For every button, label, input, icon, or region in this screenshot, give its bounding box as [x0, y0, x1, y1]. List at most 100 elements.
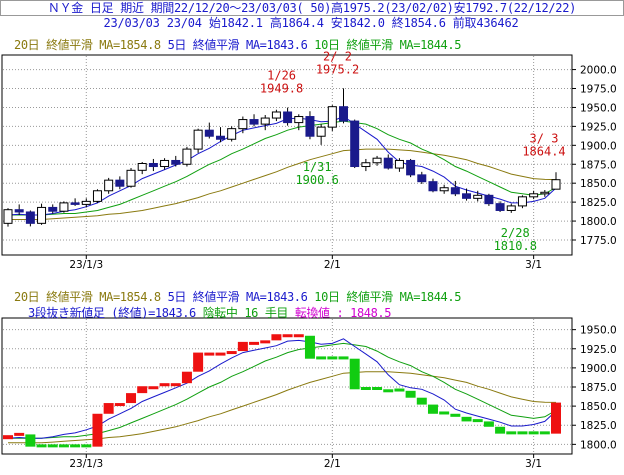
rising-block: [271, 334, 282, 341]
annotation-date: 1/26: [267, 69, 296, 83]
candle-body: [551, 179, 561, 190]
candle-body: [126, 169, 136, 187]
annotation-date: 3/ 3: [530, 131, 559, 145]
falling-block: [450, 413, 461, 417]
price-y-tick-label: 2000.0: [580, 65, 617, 77]
candle-body: [517, 196, 527, 207]
break-y-tick-label: 1800.0: [580, 439, 617, 451]
candle-body: [462, 193, 472, 199]
break-panel-grid: [3, 319, 571, 453]
legend-ma20: 20日 終値平滑 MA=1854.8: [14, 38, 161, 52]
price-y-tick-label: 1975.0: [580, 84, 617, 96]
rising-block: [14, 432, 25, 436]
falling-block: [461, 416, 472, 422]
annotation-value: 1810.8: [494, 239, 537, 253]
break-y-tick-label: 1950.0: [580, 325, 617, 337]
candle-body: [238, 119, 248, 130]
falling-block: [427, 404, 438, 414]
candle-body: [540, 191, 550, 195]
falling-block: [383, 389, 394, 393]
falling-block: [81, 444, 92, 448]
ma20-line: [8, 148, 557, 220]
candle-body: [182, 148, 192, 165]
candle-body: [439, 187, 449, 192]
falling-block: [372, 387, 383, 390]
falling-block: [539, 431, 550, 435]
candle-body: [495, 203, 505, 211]
rising-block: [204, 352, 215, 356]
candle-body: [406, 159, 416, 176]
rising-block: [260, 340, 271, 344]
break-x-tick-label: 3/1: [525, 458, 542, 470]
break-x-tick-label: 23/1/3: [69, 458, 103, 470]
candle-body: [260, 117, 270, 125]
candle-body: [193, 129, 203, 150]
price-y-tick-label: 1800.0: [580, 216, 617, 228]
rising-block: [551, 402, 561, 434]
price-legend: 20日 終値平滑 MA=1854.8 5日 終値平滑 MA=1843.6 10日…: [14, 36, 461, 53]
candle-body: [383, 157, 393, 169]
falling-block: [316, 356, 327, 360]
candle-body: [316, 126, 326, 137]
candle-body: [283, 111, 293, 124]
break-x-tick-label: 2/1: [324, 458, 341, 470]
rising-block: [103, 403, 114, 414]
falling-block: [304, 335, 315, 359]
candle-body: [3, 209, 13, 224]
rising-block: [282, 334, 293, 338]
falling-block: [360, 387, 371, 390]
candle-body: [372, 157, 382, 164]
break-reversal-value: 転換値 : 1848.5: [294, 306, 392, 320]
candle-body: [215, 135, 225, 140]
break-line-value: 3段抜き新値足 (終値)=1843.6: [28, 306, 196, 320]
rising-block: [137, 386, 148, 394]
ma10-line: [8, 120, 557, 216]
break-legend: 20日 終値平滑 MA=1854.8 5日 終値平滑 MA=1843.6 10日…: [14, 288, 461, 305]
falling-block: [472, 419, 483, 423]
candle-body: [327, 106, 337, 128]
falling-block: [70, 444, 81, 448]
chart-header-summary: ＮＹ金 日足 期近 期間22/12/20～23/03/03( 50)高1975.…: [0, 0, 624, 16]
legend-ma20-bottom: 20日 終値平滑 MA=1854.8: [14, 290, 161, 304]
falling-block: [405, 390, 416, 398]
candle-body: [428, 181, 438, 192]
candle-body: [104, 179, 114, 192]
falling-block: [349, 358, 360, 390]
candle-body: [115, 179, 125, 187]
break-panel-frame: [1, 317, 573, 455]
candle-body: [529, 193, 539, 198]
candle-body: [506, 205, 516, 211]
falling-block: [58, 444, 69, 448]
break-state: 陰転中: [202, 306, 238, 320]
falling-block: [439, 411, 450, 415]
break-y-tick-label: 1850.0: [580, 401, 617, 413]
candle-body: [14, 209, 24, 213]
annotation-date: 2/28: [501, 226, 530, 240]
candle-body: [484, 194, 494, 205]
rising-block: [126, 393, 137, 404]
candle-body: [48, 206, 58, 212]
price-y-tick-label: 1950.0: [580, 102, 617, 114]
break-panel-y-axis: 1800.0 1825.0 1850.0 1875.0 1900.0 1925.0 1950…: [572, 325, 617, 451]
price-y-tick-label: 1775.0: [580, 235, 617, 247]
candle-body: [204, 129, 214, 137]
annotation-date: 2/ 2: [323, 49, 352, 63]
break-panel-x-axis: 23/1/3 2/1 3/1: [69, 454, 542, 470]
candle-body: [160, 159, 170, 168]
rising-block: [237, 341, 248, 352]
candle-body: [394, 159, 404, 169]
candle-body: [81, 200, 91, 205]
rising-block: [148, 386, 159, 390]
candle-body: [350, 120, 360, 168]
candle-body: [417, 174, 427, 183]
candle-body: [59, 202, 69, 212]
annotation-value: 1975.2: [316, 62, 359, 76]
legend-ma10-bottom: 10日 終値平滑 MA=1844.5: [314, 290, 462, 304]
falling-block: [47, 444, 58, 448]
rising-block: [114, 403, 125, 407]
rising-block: [193, 352, 204, 372]
annotation-value: 1949.8: [260, 82, 303, 96]
candle-body: [25, 211, 35, 224]
